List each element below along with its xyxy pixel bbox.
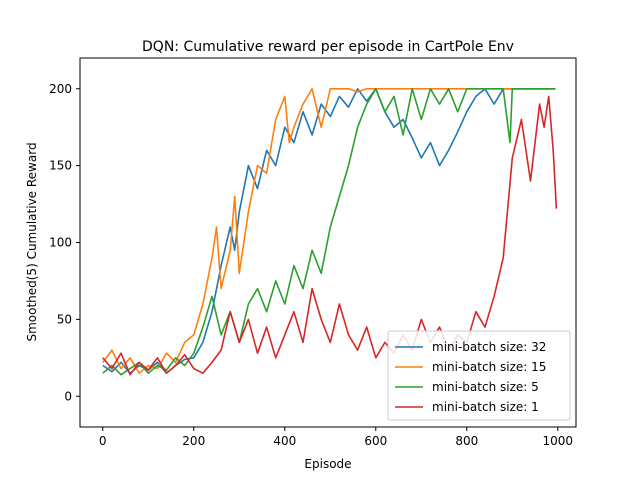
x-tick-label: 400 [273, 434, 296, 448]
series-line-3 [102, 88, 556, 376]
x-tick-label: 200 [182, 434, 205, 448]
y-tick-label: 50 [57, 312, 72, 326]
series-layer [102, 88, 558, 376]
x-tick-label: 800 [455, 434, 478, 448]
series-line-4 [102, 95, 558, 376]
y-tick-label: 150 [49, 159, 72, 173]
legend-label-1: mini-batch size: 32 [432, 340, 546, 354]
y-tick-label: 0 [64, 389, 72, 403]
ticks-layer: 0 200 400 600 800 1000 0 50 100 150 200 [49, 82, 573, 448]
legend-label-3: mini-batch size: 5 [432, 380, 539, 394]
x-axis-label: Episode [304, 457, 351, 471]
x-tick-label: 1000 [543, 434, 574, 448]
legend: mini-batch size: 32 mini-batch size: 15 mi… [387, 330, 571, 421]
x-tick-label: 0 [99, 434, 107, 448]
legend-label-2: mini-batch size: 15 [432, 360, 546, 374]
y-tick-label: 100 [49, 236, 72, 250]
x-tick-label: 600 [364, 434, 387, 448]
legend-label-4: mini-batch size: 1 [432, 400, 539, 414]
y-axis-label: Smoothed(5) Cumulative Reward [25, 142, 39, 341]
y-tick-label: 200 [49, 82, 72, 96]
chart-title: DQN: Cumulative reward per episode in Ca… [142, 39, 514, 55]
legend-box [387, 330, 571, 421]
